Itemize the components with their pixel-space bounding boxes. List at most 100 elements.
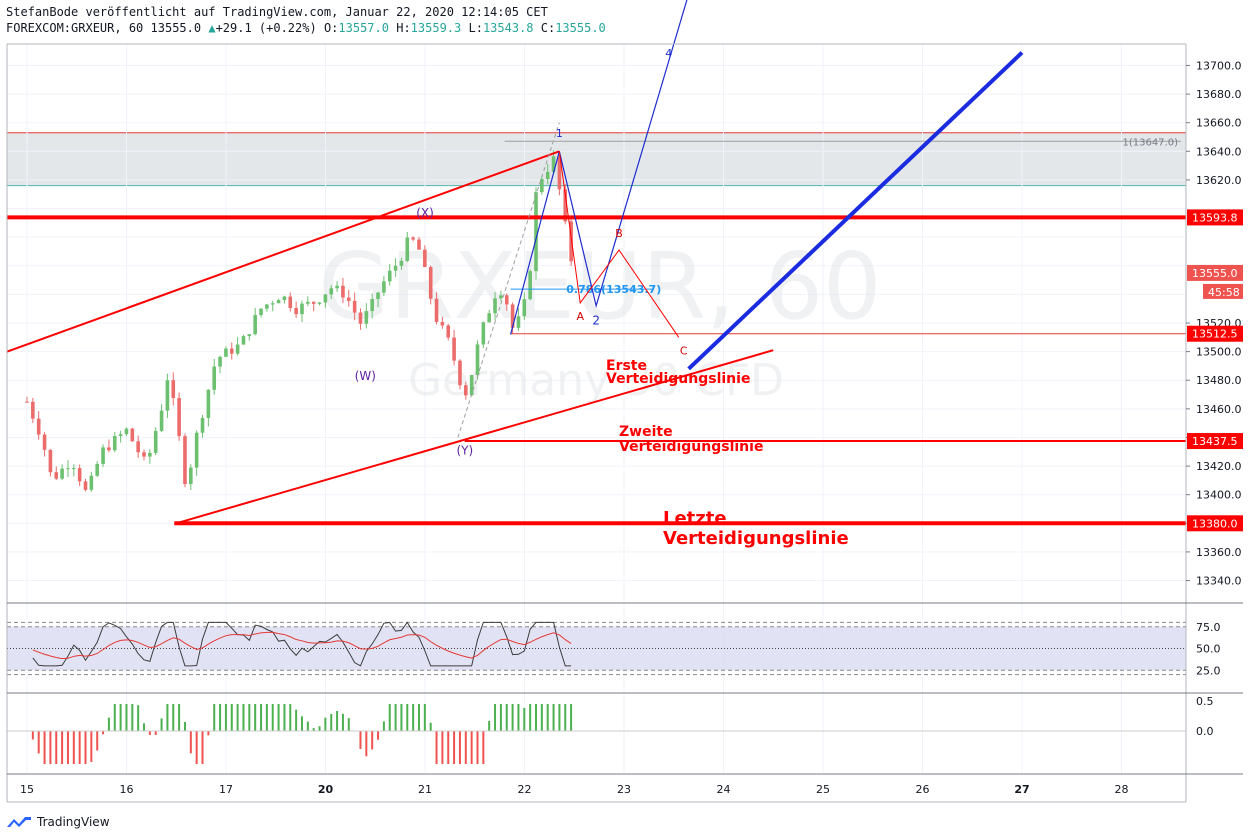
time-tick-label: 26 xyxy=(916,783,930,796)
wave-label: (X) xyxy=(416,206,434,220)
price-tick-label: 13500.0 xyxy=(1196,346,1242,359)
candle-body xyxy=(417,239,421,250)
candle-body xyxy=(136,441,140,453)
time-tick-label: 17 xyxy=(219,783,233,796)
candle-body xyxy=(522,299,527,317)
time-tick-label: 27 xyxy=(1014,783,1029,796)
candle-body xyxy=(487,313,491,323)
candle-body xyxy=(60,468,64,479)
open-label: O: xyxy=(323,21,339,35)
annotation-letzte: Letzte xyxy=(663,508,727,529)
projection-trend-line xyxy=(687,51,1024,371)
price-tick-label: 13360.0 xyxy=(1196,546,1242,559)
candle-body xyxy=(434,298,439,322)
price-label: 13555.0 xyxy=(1192,267,1238,280)
candle-body xyxy=(171,380,176,398)
annotation-zweite: Verteidigungslinie xyxy=(619,439,763,455)
candle-body xyxy=(159,410,164,431)
time-tick-label: 20 xyxy=(318,783,334,796)
price-label-box xyxy=(1187,209,1243,226)
channel-upper-line xyxy=(6,150,560,353)
wave-label: A xyxy=(576,310,584,323)
change-arrow-icon: ▲ xyxy=(208,21,216,35)
high-label: H: xyxy=(396,21,411,35)
candle-body xyxy=(528,271,532,300)
price-tick-label: 13680.0 xyxy=(1196,88,1242,101)
price-label: 13593.8 xyxy=(1192,211,1238,224)
watermark-symbol: GRXEUR, 60 xyxy=(318,233,881,340)
tradingview-logo[interactable]: TradingView xyxy=(6,812,110,832)
candle-body xyxy=(36,418,41,435)
price-tick-label: 13340.0 xyxy=(1196,575,1242,588)
rsi-tick-label: 25.0 xyxy=(1196,664,1221,677)
price-label: 13437.5 xyxy=(1192,435,1238,448)
price-tick-label: 13660.0 xyxy=(1196,117,1242,130)
price-tick-label: 13400.0 xyxy=(1196,489,1242,502)
candle-body xyxy=(557,156,562,190)
candle-body xyxy=(358,312,363,324)
candle-body xyxy=(370,298,374,312)
time-tick-label: 16 xyxy=(120,783,134,796)
rsi-band xyxy=(7,626,1186,671)
candle-body xyxy=(387,270,392,282)
candle-body xyxy=(31,401,35,419)
candle-body xyxy=(352,300,357,313)
elliott-wave-path xyxy=(509,0,688,335)
publisher-line: StefanBode veröffentlicht auf TradingVie… xyxy=(6,5,548,19)
candle-body xyxy=(142,452,146,457)
candle-body xyxy=(276,300,281,304)
chart-header: StefanBode veröffentlicht auf TradingVie… xyxy=(6,4,1186,36)
candle-body xyxy=(563,189,568,222)
candle-body xyxy=(218,356,222,367)
candle-body xyxy=(323,294,328,303)
candle-body xyxy=(399,260,404,266)
wave-label: 2 xyxy=(592,313,600,327)
candle-body xyxy=(300,303,304,315)
price-label-box xyxy=(1187,325,1243,342)
time-tick-label: 15 xyxy=(20,783,34,796)
annotation-letzte: Verteidigungslinie xyxy=(663,528,849,549)
wave-label: (W) xyxy=(355,369,376,383)
candle-body xyxy=(551,156,556,172)
wave-label: B xyxy=(615,227,623,240)
price-tick-label: 13460.0 xyxy=(1196,403,1242,416)
candle-body xyxy=(335,285,339,289)
price-label: 13380.0 xyxy=(1192,517,1238,530)
macd-tick-label: 0.5 xyxy=(1196,695,1214,708)
candle-body xyxy=(545,171,550,179)
price-tick-label: 13480.0 xyxy=(1196,374,1242,387)
tradingview-brand: TradingView xyxy=(37,815,110,829)
close-value: 13555.0 xyxy=(555,21,606,35)
candle-body xyxy=(112,436,117,451)
time-tick-label: 25 xyxy=(816,783,830,796)
candle-body xyxy=(253,315,257,335)
candle-body xyxy=(54,472,59,479)
candle-body xyxy=(317,302,322,304)
candle-body xyxy=(265,304,269,309)
channel-lower-line xyxy=(175,349,774,525)
candle-body xyxy=(423,249,427,267)
candle-body xyxy=(411,237,415,240)
time-tick-label: 23 xyxy=(617,783,631,796)
candle-body xyxy=(364,311,369,324)
rsi-line xyxy=(32,621,572,667)
candle-body xyxy=(83,481,88,490)
candle-body xyxy=(89,475,94,490)
resistance-zone xyxy=(7,132,1186,186)
candle-body xyxy=(200,417,205,433)
candle-body xyxy=(259,308,263,316)
bar-countdown: 45:58 xyxy=(1208,286,1240,299)
symbol-label[interactable]: FOREXCOM:GRXEUR, 60 xyxy=(6,21,144,35)
candle-body xyxy=(148,452,152,457)
candle-body xyxy=(499,295,503,299)
candle-body xyxy=(504,295,509,305)
price-tick-label: 13640.0 xyxy=(1196,145,1242,158)
candle-body xyxy=(493,298,497,314)
candle-body xyxy=(428,266,433,299)
price-change: +29.1 (+0.22%) xyxy=(215,21,317,35)
candle-body xyxy=(534,192,538,272)
candle-body xyxy=(66,468,70,470)
close-label: C: xyxy=(540,21,556,35)
rsi-tick-label: 50.0 xyxy=(1196,643,1221,656)
